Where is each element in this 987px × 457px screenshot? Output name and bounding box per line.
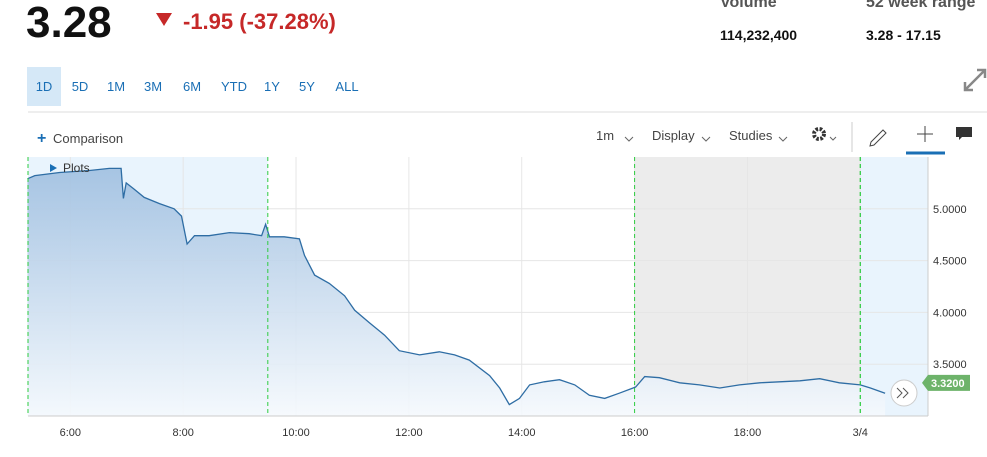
stat-value: 3.28 - 17.15 — [866, 27, 941, 43]
studies-menu[interactable]: Studies — [729, 128, 773, 143]
y-tick-label: 4.5000 — [933, 256, 967, 268]
chevron — [829, 136, 837, 141]
price: 3.28 — [26, 0, 112, 47]
scroll-button[interactable] — [890, 379, 918, 407]
y-tick-label: 4.0000 — [933, 307, 967, 319]
expand-icon[interactable] — [963, 68, 987, 92]
range-button[interactable]: 5Y — [299, 79, 315, 94]
last-price-tag — [922, 374, 970, 391]
draw-icon[interactable] — [869, 129, 887, 147]
range-button[interactable]: 6M — [183, 79, 201, 94]
range-button[interactable]: 3M — [144, 79, 162, 94]
x-tick-label: 18:00 — [734, 427, 762, 439]
range-button[interactable]: 1D — [36, 79, 53, 94]
x-tick-label: 12:00 — [395, 427, 423, 439]
range-button[interactable]: 1M — [107, 79, 125, 94]
settings-icon[interactable] — [812, 127, 826, 141]
display-menu[interactable]: Display — [652, 128, 695, 143]
interval-menu[interactable]: 1m — [596, 128, 614, 143]
y-tick-label: 3.5000 — [933, 359, 967, 371]
price-area — [27, 168, 886, 416]
price-change: -1.95 (-37.28%) — [183, 9, 336, 34]
down-arrow — [156, 13, 172, 26]
x-tick-label: 14:00 — [508, 427, 536, 439]
plots-arrow — [50, 164, 57, 172]
crosshair-icon[interactable] — [917, 126, 933, 142]
stat-label: 52 week range — [866, 0, 976, 11]
plus-icon[interactable]: + — [37, 130, 46, 147]
comparison-button[interactable]: Comparison — [53, 131, 123, 146]
stat-label: Volume — [720, 0, 777, 11]
chevron — [778, 136, 788, 142]
range-button[interactable]: YTD — [221, 79, 247, 94]
scroll-icon — [896, 387, 909, 399]
last-price-label: 3.3200 — [931, 378, 965, 390]
stat-value: 114,232,400 — [720, 27, 797, 43]
chevron — [701, 136, 711, 142]
x-tick-label: 16:00 — [621, 427, 649, 439]
plots-toggle[interactable]: Plots — [63, 161, 90, 175]
x-tick-label: 8:00 — [172, 427, 193, 439]
x-tick-label: 3/4 — [853, 427, 868, 439]
range-button[interactable]: 5D — [72, 79, 89, 94]
x-tick-label: 6:00 — [60, 427, 81, 439]
comment-icon[interactable] — [956, 127, 972, 140]
x-tick-label: 10:00 — [282, 427, 310, 439]
range-button[interactable]: 1Y — [264, 79, 280, 94]
session-band — [860, 157, 928, 416]
chevron — [624, 136, 634, 142]
range-bar: 1D 5D 1M 3M 6M YTD 1Y 5Y ALL — [27, 67, 359, 106]
range-button[interactable]: ALL — [335, 79, 358, 94]
price-line — [27, 167, 886, 406]
plot-area: 3.5000 4.0000 4.5000 5.0000 6:00 8:00 10:00 12:… — [27, 157, 970, 439]
range-selected — [27, 67, 61, 106]
y-tick-label: 5.0000 — [933, 204, 967, 216]
